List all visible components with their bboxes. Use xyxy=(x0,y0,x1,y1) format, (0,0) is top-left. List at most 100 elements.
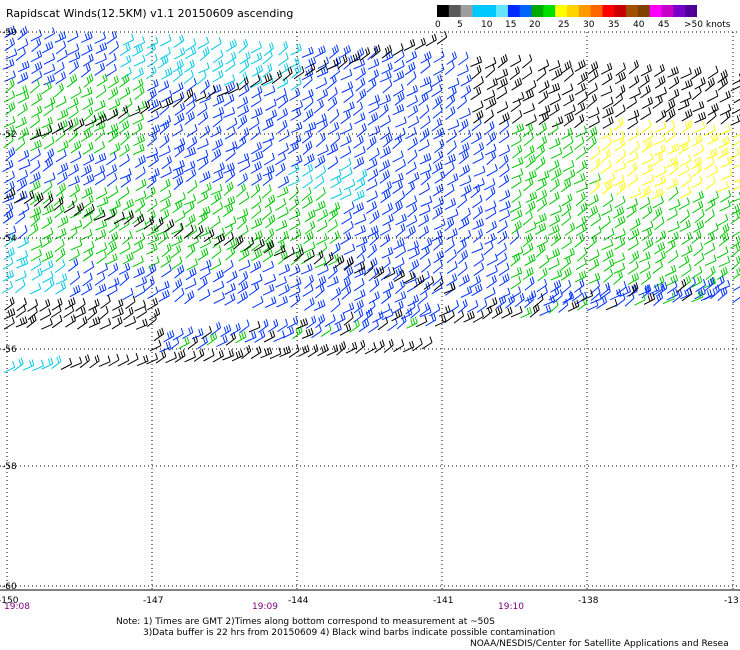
wind-barb xyxy=(691,134,703,147)
wind-barb xyxy=(105,152,117,166)
wind-barb xyxy=(119,271,130,287)
wind-barb xyxy=(236,96,249,109)
wind-barb xyxy=(313,99,324,114)
wind-barb xyxy=(95,242,108,255)
wind-barb xyxy=(484,57,497,69)
wind-barb xyxy=(339,188,352,201)
wind-barb xyxy=(719,223,730,238)
wind-barb xyxy=(122,97,133,112)
wind-barb xyxy=(70,140,82,154)
wind-barb xyxy=(225,39,237,52)
wind-barb xyxy=(251,150,264,163)
wind-barb xyxy=(185,244,196,259)
wind-barb xyxy=(15,137,26,152)
wind-barb xyxy=(173,34,185,48)
wind-barb xyxy=(421,237,433,251)
wind-barb xyxy=(288,186,299,201)
wind-barb xyxy=(448,300,460,314)
wind-barb xyxy=(665,239,676,254)
wind-barb xyxy=(223,106,236,118)
wind-barb xyxy=(340,122,353,135)
wind-barb xyxy=(605,298,618,311)
wind-barb xyxy=(224,293,236,306)
wind-barb xyxy=(290,77,302,91)
wind-barb xyxy=(733,172,740,184)
wind-barb xyxy=(392,200,403,215)
wind-barb xyxy=(393,269,405,282)
wind-barb xyxy=(132,143,145,155)
wind-barb xyxy=(408,247,420,260)
wind-barb xyxy=(31,92,43,106)
wind-barb xyxy=(213,292,225,304)
wind-barb xyxy=(158,209,170,223)
wind-barb xyxy=(548,287,560,301)
wind-barb xyxy=(174,264,185,279)
wind-barb xyxy=(354,112,366,125)
wind-barb xyxy=(535,156,546,171)
wind-barb xyxy=(263,152,275,166)
wind-barb xyxy=(563,112,575,127)
wind-barb xyxy=(69,284,81,298)
wind-barb xyxy=(405,300,416,315)
wind-barb xyxy=(535,144,545,159)
wind-barb xyxy=(29,160,41,174)
wind-barb xyxy=(536,189,548,203)
wind-barb xyxy=(473,142,485,156)
lat-label: -54 xyxy=(2,234,17,244)
wind-barb xyxy=(68,248,80,262)
wind-barb xyxy=(220,324,232,338)
wind-barb xyxy=(4,225,17,237)
wind-barb xyxy=(486,253,498,266)
wind-barb xyxy=(393,257,405,270)
wind-barb xyxy=(381,290,392,305)
wind-barb xyxy=(29,79,40,94)
wind-barb xyxy=(379,233,391,248)
colorbar-swatch xyxy=(637,5,651,17)
wind-barb xyxy=(330,168,342,182)
wind-barb xyxy=(337,54,348,69)
wind-barb xyxy=(707,191,719,204)
wind-barb xyxy=(535,243,546,258)
wind-barb xyxy=(88,316,101,328)
wind-barb xyxy=(717,76,728,91)
wind-barb xyxy=(381,62,393,75)
wind-barb xyxy=(432,183,444,197)
colorbar-swatch xyxy=(472,5,485,17)
wind-barb xyxy=(453,309,465,324)
wind-barb xyxy=(590,286,601,301)
wind-barb xyxy=(282,66,293,81)
lon-label: -144 xyxy=(288,596,309,606)
wind-barb xyxy=(642,238,654,252)
wind-barb xyxy=(193,225,204,240)
wind-barb xyxy=(600,285,611,300)
wind-barb xyxy=(109,199,121,212)
wind-barb xyxy=(290,293,301,308)
wind-barb xyxy=(289,217,301,231)
wind-barb xyxy=(172,327,184,341)
wind-barb xyxy=(147,233,160,245)
wind-barb xyxy=(314,284,325,299)
wind-barb xyxy=(57,140,69,153)
colorbar-label: 45 xyxy=(658,20,670,30)
wind-barb xyxy=(250,126,261,141)
wind-barb xyxy=(447,77,460,90)
wind-barb xyxy=(602,193,614,208)
wind-barb xyxy=(706,148,718,160)
wind-barb xyxy=(134,300,146,312)
wind-barb xyxy=(717,69,728,84)
wind-barb xyxy=(379,169,390,184)
wind-barb xyxy=(178,336,190,350)
wind-barb xyxy=(136,354,149,367)
wind-barb xyxy=(548,122,559,136)
wind-barb xyxy=(407,203,418,218)
wind-barb xyxy=(241,344,252,360)
wind-barb xyxy=(157,231,169,245)
wind-barb xyxy=(343,256,354,271)
wind-barb xyxy=(54,259,66,273)
wind-barb xyxy=(327,96,338,112)
wind-barb xyxy=(354,177,366,191)
wind-barb xyxy=(213,233,225,246)
wind-barb xyxy=(212,201,223,215)
wind-barb xyxy=(627,261,639,275)
wind-barb xyxy=(261,205,273,221)
